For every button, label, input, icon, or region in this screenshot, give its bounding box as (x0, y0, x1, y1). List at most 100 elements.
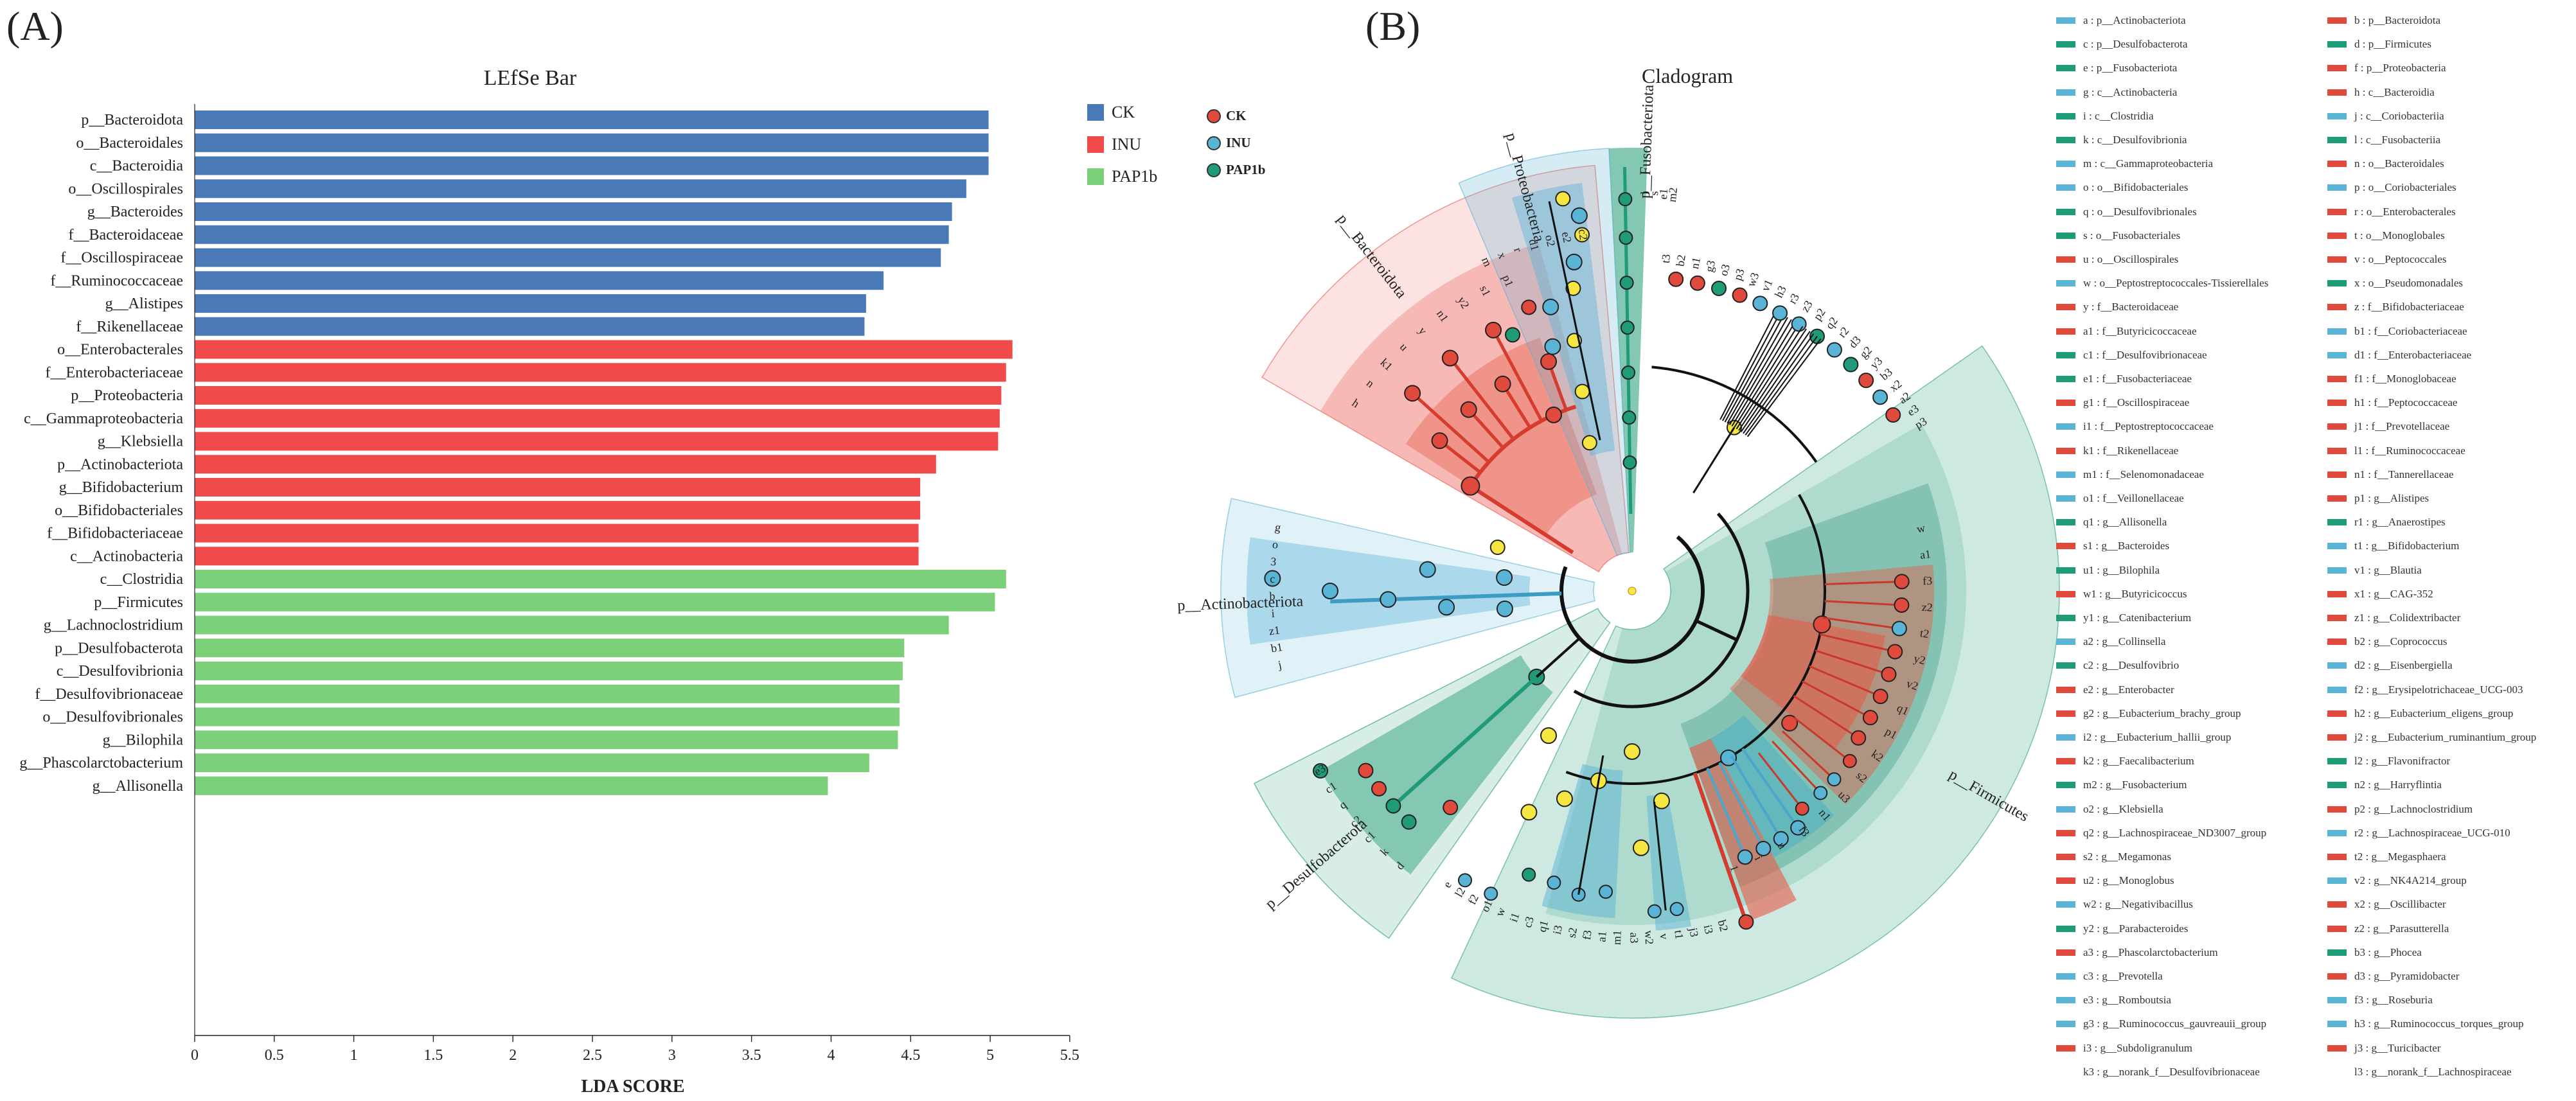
x-tick-label: 0 (191, 1047, 199, 1064)
node-letter: m2 (1666, 187, 1680, 203)
key-swatch (2056, 351, 2075, 358)
leaf-node (1711, 280, 1727, 296)
fuso-node (1618, 192, 1633, 207)
key-swatch (2327, 543, 2347, 550)
key-label: y1 : g__Catenibacterium (2083, 612, 2192, 624)
key-swatch (2056, 590, 2075, 597)
edge (1793, 695, 1860, 739)
leaf-node (1790, 820, 1806, 836)
key-swatch (2327, 447, 2347, 454)
key-item: o2 : g__Klebsiella (2056, 802, 2163, 817)
key-swatch (2327, 758, 2347, 765)
legend-item-pap1b: PAP1b (1087, 167, 1157, 186)
key-swatch (2327, 901, 2347, 908)
key-item: a2 : g__Collinsella (2056, 634, 2165, 649)
key-label: k : c__Desulfovibrionia (2083, 134, 2187, 146)
edge (1819, 633, 1896, 653)
key-swatch (2056, 519, 2075, 526)
key-item: h1 : f__Peptococcaceae (2327, 395, 2457, 410)
leaf-node (1813, 786, 1828, 800)
node-neutral (1581, 435, 1597, 451)
key-label: x1 : g__CAG-352 (2354, 587, 2433, 600)
node-letter: i1 (1507, 911, 1522, 924)
key-item: z2 : g__Parasutterella (2327, 921, 2449, 937)
category-label: g__Klebsiella (98, 434, 184, 450)
node-ruminococcaceae (1781, 714, 1799, 732)
fuso-node (1619, 231, 1633, 245)
key-swatch (2056, 1021, 2075, 1028)
key-label: x : o__Pseudomonadales (2354, 277, 2464, 290)
leaf-node (1668, 271, 1684, 287)
node-letter: f3 (1580, 929, 1594, 940)
leaf-node (1842, 753, 1857, 768)
key-label: b : p__Bacteroidota (2354, 14, 2441, 26)
leaf-node (1791, 316, 1807, 332)
key-swatch (2056, 376, 2075, 382)
category-label: c__Desulfovibrionia (57, 663, 184, 680)
key-label: l1 : f__Ruminococcaceae (2354, 444, 2465, 457)
key-swatch (2327, 137, 2347, 143)
category-label: o__Desulfovibrionales (42, 709, 183, 726)
node-letter: n1 (1688, 256, 1703, 270)
edge (1727, 317, 1788, 424)
key-item: w2 : g__Negativibacillus (2056, 897, 2193, 912)
key-item: p1 : g__Alistipes (2327, 491, 2429, 506)
key-label: e1 : f__Fusobacteriaceae (2083, 373, 2192, 385)
node-letter: j (1276, 658, 1283, 671)
key-swatch (2327, 1021, 2347, 1028)
key-swatch (2056, 447, 2075, 454)
category-label: f__Desulfovibrionaceae (35, 686, 183, 703)
key-swatch (2056, 89, 2075, 96)
node-lachno (1720, 749, 1737, 766)
key-item: l : c__Fusobacteriia (2327, 132, 2440, 148)
leaf-node (1887, 644, 1903, 660)
key-swatch (2327, 184, 2347, 191)
key-item: e1 : f__Fusobacteriaceae (2056, 371, 2192, 387)
key-swatch (2056, 471, 2075, 478)
leaf-node (1443, 800, 1459, 816)
key-label: e3 : g__Romboutsia (2083, 994, 2171, 1007)
key-label: d3 : g__Pyramidobacter (2354, 970, 2460, 982)
key-label: l2 : g__Flavonifractor (2354, 755, 2451, 768)
node-letter: b2 (1716, 919, 1731, 933)
leaf-node (1827, 772, 1842, 787)
node-letter: e (1441, 879, 1454, 890)
edge (1411, 392, 1490, 464)
key-item: l1 : f__Ruminococcaceae (2327, 443, 2465, 459)
node-letter: l (1639, 191, 1651, 195)
key-swatch (2327, 877, 2347, 885)
key-swatch (2327, 232, 2347, 239)
key-item: t : o__Monoglobales (2327, 228, 2445, 243)
key-swatch (2327, 280, 2347, 287)
firm-top-arc (1651, 366, 1818, 463)
key-swatch (2056, 925, 2075, 932)
key-item: f1 : f__Monoglobaceae (2327, 371, 2456, 387)
node-letter: b2 (1673, 254, 1687, 267)
leaf-node (1881, 666, 1897, 682)
key-item: l3 : g__norank_f__Lachnospiraceae (2327, 1064, 2512, 1080)
category-label: f__Ruminococcaceae (50, 272, 183, 289)
key-swatch (2056, 17, 2075, 24)
key-item: x1 : g__CAG-352 (2327, 586, 2433, 602)
key-item: a : p__Actinobacteriota (2056, 13, 2186, 28)
key-label: s1 : g__Bacteroides (2083, 540, 2170, 552)
key-item: d2 : g__Eisenbergiella (2327, 658, 2453, 673)
key-label: z : f__Bifidobacteriaceae (2354, 301, 2464, 313)
legend-label: PAP1b (1226, 162, 1266, 177)
legend-label: INU (1112, 135, 1142, 154)
key-swatch (2327, 208, 2347, 215)
node-letter: z1 (1268, 624, 1281, 638)
key-item: c1 : f__Desulfovibrionaceae (2056, 348, 2207, 363)
key-item: k : c__Desulfovibrionia (2056, 132, 2187, 148)
key-item: r1 : g__Anaerostipes (2327, 515, 2446, 530)
leaf-node (1385, 798, 1401, 814)
category-label: g__Alistipes (105, 295, 183, 312)
key-item: v1 : g__Blautia (2327, 563, 2422, 578)
edge (1731, 321, 1796, 427)
actino-node (1264, 570, 1281, 587)
node-neutral (1540, 727, 1557, 744)
key-swatch (2056, 208, 2075, 215)
node-letter: e1 (1657, 188, 1670, 200)
key-label: j3 : g__Turicibacter (2354, 1041, 2441, 1054)
category-label: g__Bacteroides (87, 204, 183, 220)
